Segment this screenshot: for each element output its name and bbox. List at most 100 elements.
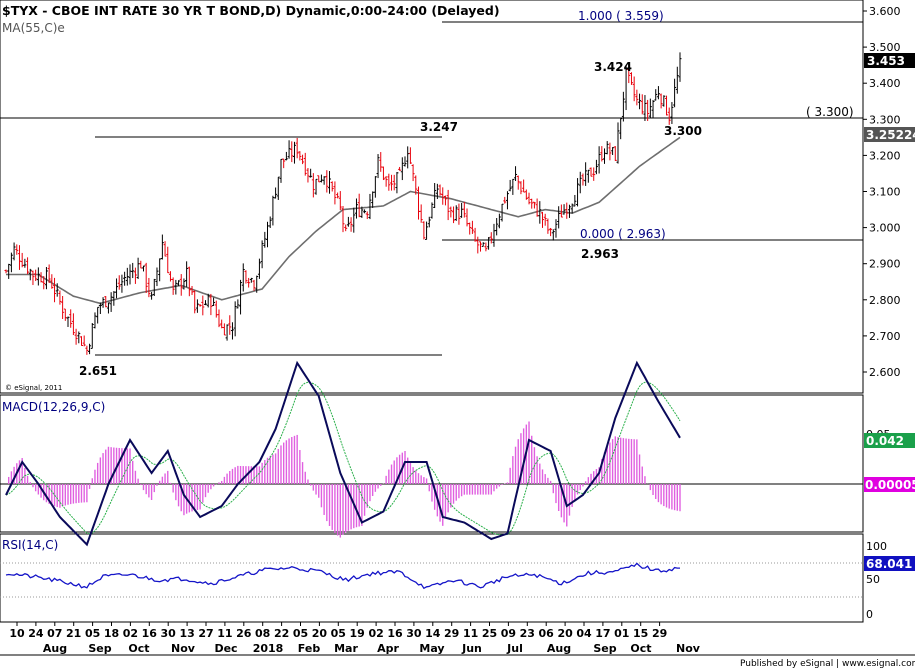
price-bar (336, 192, 340, 199)
price-bar (12, 242, 16, 261)
price-bar (349, 217, 353, 232)
price-bar (381, 166, 385, 181)
price-bar (505, 191, 509, 210)
x-day-label: 30 (161, 627, 177, 640)
price-bar (640, 94, 644, 115)
x-month-label: Jun (461, 642, 482, 655)
price-bar (7, 263, 11, 279)
price-bar (147, 277, 151, 298)
price-bar (298, 151, 302, 161)
price-bar (422, 221, 426, 240)
price-bar (247, 277, 251, 288)
x-day-label: 09 (501, 627, 516, 640)
price-bar (592, 167, 596, 181)
price-bar (581, 173, 585, 186)
level-lines (0, 21, 863, 356)
price-bar (228, 315, 232, 335)
price-bar (85, 345, 89, 355)
price-panel (0, 0, 864, 394)
price-bar (611, 147, 615, 155)
price-bar (268, 216, 272, 228)
level-3300-label: ( 3.300) (806, 105, 854, 119)
x-day-label: 22 (274, 627, 289, 640)
price-bar (282, 158, 286, 169)
price-bar (101, 297, 105, 308)
price-bar (454, 205, 458, 221)
price-bar (576, 178, 580, 207)
price-bar (274, 187, 278, 199)
price-bar (532, 201, 536, 209)
price-bar (292, 141, 296, 164)
hist-value: 0.00005 (865, 478, 915, 492)
price-bar (541, 211, 545, 228)
price-bar (257, 258, 261, 279)
x-month-label: Aug (43, 642, 67, 655)
price-bar (163, 241, 167, 257)
label-3424: 3.424 (594, 60, 632, 74)
label-2963: 2.963 (581, 247, 619, 261)
price-bar (9, 252, 13, 273)
price-bar (543, 213, 547, 226)
price-bar (71, 313, 75, 336)
rsi-value-box (864, 556, 915, 571)
x-day-label: 24 (28, 627, 44, 640)
price-bar (473, 227, 477, 242)
price-bar (446, 189, 450, 221)
price-bar (290, 141, 294, 163)
price-tick-label: 3.600 (869, 5, 901, 18)
price-bar (206, 293, 210, 308)
price-bar (225, 324, 229, 341)
price-bar (152, 278, 156, 297)
label-3300: 3.300 (664, 124, 702, 138)
price-bar (411, 164, 415, 182)
price-bar (212, 297, 216, 306)
chart-title: $TYX - CBOE INT RATE 30 YR T BOND,D) Dyn… (2, 3, 500, 18)
price-bar (468, 222, 472, 235)
price-bar (559, 204, 563, 218)
price-bar (42, 276, 46, 290)
price-bar (589, 167, 593, 177)
price-bar (567, 204, 571, 218)
price-bar (252, 279, 256, 291)
price-bar (511, 178, 515, 195)
price-bar (373, 176, 377, 198)
price-bar (495, 218, 499, 236)
price-bar (155, 267, 159, 287)
x-day-label: 07 (47, 627, 62, 640)
price-bar (613, 146, 617, 161)
price-bar (15, 244, 19, 255)
price-bar (77, 331, 81, 344)
price-y-axis: 3.600 3.500 3.400 3.300 3.200 3.100 3.000 2.900… (863, 5, 901, 379)
price-bar (333, 181, 337, 205)
x-day-label: 18 (104, 627, 119, 640)
x-month-label: May (419, 642, 444, 655)
x-day-label: 15 (633, 627, 648, 640)
price-bar (166, 246, 170, 274)
macd-path (5, 360, 681, 547)
price-bar (398, 166, 402, 171)
x-day-label: 10 (9, 627, 25, 640)
x-month-label: Sep (593, 642, 616, 655)
price-bar (306, 167, 310, 183)
price-bar (36, 267, 40, 286)
x-month-label: Mar (334, 642, 358, 655)
price-bar (47, 264, 51, 283)
price-bar (309, 168, 313, 178)
rsi-path (5, 562, 680, 590)
x-day-label: 08 (255, 627, 270, 640)
price-bar (230, 322, 234, 340)
fib-bottom-label: 0.000 ( 2.963) (580, 227, 666, 241)
price-bar (244, 270, 248, 284)
price-bar (260, 240, 264, 269)
price-bar (678, 52, 682, 82)
last-price-box (864, 53, 915, 68)
price-bar (98, 302, 102, 315)
price-bar (665, 95, 669, 116)
price-bar (452, 206, 456, 224)
signal-path (5, 381, 681, 536)
price-bar (414, 175, 418, 195)
x-month-label: Nov (676, 642, 701, 655)
x-day-label: 20 (557, 627, 573, 640)
price-bar (185, 261, 189, 287)
price-bar (53, 277, 57, 303)
